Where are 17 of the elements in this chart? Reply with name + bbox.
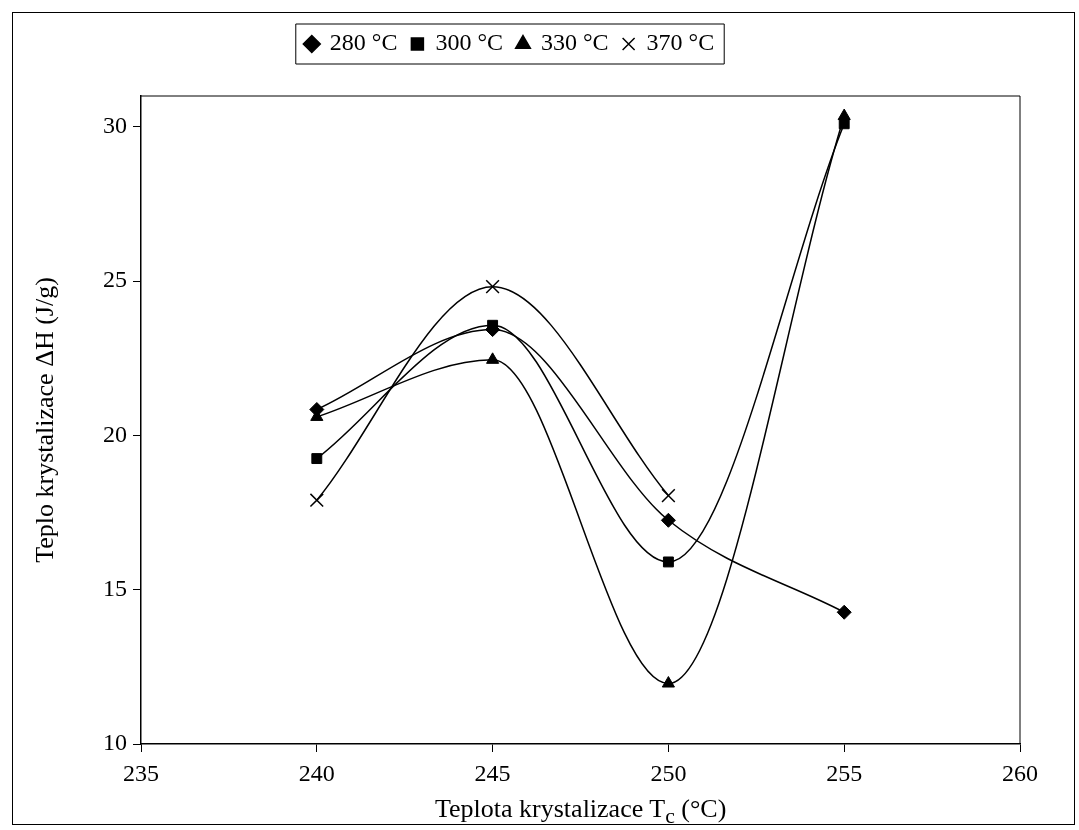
y-tick-label: 25 bbox=[103, 266, 127, 293]
x-tick-label: 235 bbox=[123, 759, 159, 786]
x-tick-label: 260 bbox=[1002, 759, 1038, 786]
legend-label: 370 °C bbox=[646, 29, 715, 56]
x-tick-label: 255 bbox=[826, 759, 863, 786]
legend-label: 280 °C bbox=[329, 29, 398, 56]
y-tick-label: 20 bbox=[103, 420, 127, 447]
y-tick-label: 10 bbox=[103, 729, 127, 756]
x-tick-label: 240 bbox=[298, 759, 335, 786]
legend-label: 300 °C bbox=[435, 29, 503, 56]
legend-label: 330 °C bbox=[541, 29, 609, 56]
y-axis-title: Teplo krystalizace ΔH (J/g) bbox=[29, 277, 60, 563]
y-tick-label: 15 bbox=[103, 575, 127, 602]
y-tick-label: 30 bbox=[103, 112, 127, 139]
x-tick-label: 245 bbox=[474, 759, 511, 786]
x-tick-label: 250 bbox=[650, 759, 687, 786]
x-axis-title: Teplota krystalizace T$_{c}$ (°C) bbox=[435, 794, 727, 830]
